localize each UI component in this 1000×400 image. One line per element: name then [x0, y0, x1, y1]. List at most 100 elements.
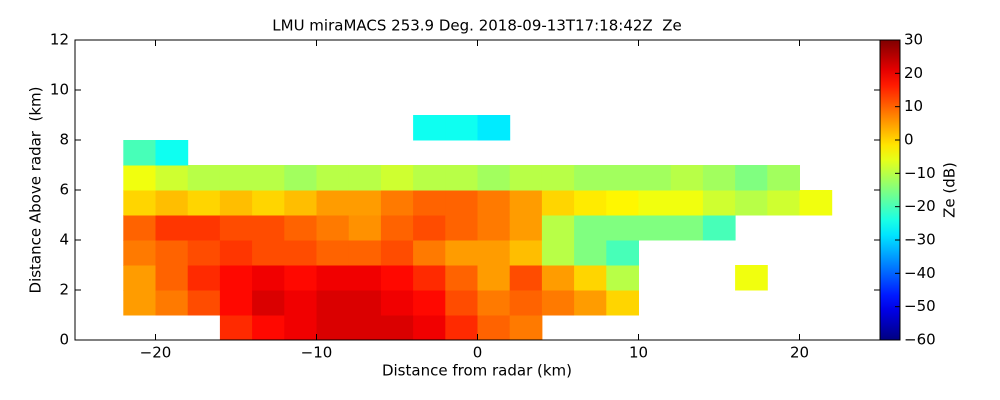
heat-cell — [123, 165, 156, 191]
heat-cell — [606, 240, 639, 266]
x-axis-label: Distance from radar (km) — [382, 362, 572, 380]
heat-cell — [348, 215, 382, 241]
heat-cell — [316, 190, 350, 216]
heat-cell — [187, 215, 221, 241]
heat-cell — [509, 290, 543, 316]
chart-title: LMU miraMACS 253.9 Deg. 2018-09-13T17:18… — [272, 17, 681, 35]
heat-cell — [380, 315, 414, 341]
heat-cell — [413, 240, 446, 266]
heat-cell — [187, 240, 221, 266]
x-tick-label: −20 — [140, 344, 172, 362]
heat-cell — [348, 315, 382, 341]
heat-cell — [574, 240, 607, 266]
heat-cell — [413, 265, 446, 291]
heat-cell — [284, 265, 317, 291]
heat-cell — [252, 265, 285, 291]
heat-cell — [638, 165, 672, 191]
heat-cell — [316, 165, 350, 191]
heat-cell — [316, 215, 350, 241]
heat-cell — [155, 240, 189, 266]
y-tick-label: 10 — [50, 81, 69, 99]
y-axis-label: Distance Above radar (km) — [27, 87, 45, 294]
colorbar-tick-label: 20 — [904, 64, 923, 82]
heat-cell — [348, 190, 382, 216]
heat-cell — [187, 165, 221, 191]
y-tick-label: 6 — [59, 181, 69, 199]
heat-cell — [477, 215, 511, 241]
heat-cell — [155, 290, 189, 316]
heat-cell — [445, 215, 478, 241]
heat-cell — [219, 215, 253, 241]
heat-cell — [477, 290, 511, 316]
heat-cell — [219, 290, 253, 316]
y-tick-label: 8 — [59, 131, 69, 149]
heat-cell — [541, 190, 575, 216]
heat-cell — [187, 190, 221, 216]
heat-cell — [348, 240, 382, 266]
heat-cell — [284, 240, 317, 266]
heat-cell — [123, 215, 156, 241]
heat-cell — [413, 190, 446, 216]
heat-cell — [606, 290, 639, 316]
heat-cell — [638, 215, 672, 241]
heat-cell — [445, 315, 478, 341]
heat-cell — [413, 315, 446, 341]
colorbar-label: Ze (dB) — [941, 162, 959, 218]
heat-cell — [284, 215, 317, 241]
heat-cell — [509, 265, 543, 291]
heat-cell — [509, 190, 543, 216]
heat-cell — [767, 165, 800, 191]
heat-cell — [380, 165, 414, 191]
heat-cell — [509, 215, 543, 241]
x-tick-label: 10 — [629, 344, 648, 362]
heat-cell — [445, 290, 478, 316]
heat-cell — [348, 265, 382, 291]
heat-cell — [670, 190, 704, 216]
heat-cell — [155, 215, 189, 241]
heat-cell — [252, 190, 285, 216]
heat-cell — [123, 290, 156, 316]
colorbar — [879, 39, 901, 341]
heat-cell — [638, 190, 672, 216]
heat-cell — [799, 190, 833, 216]
heat-cell — [380, 190, 414, 216]
heat-cell — [413, 115, 446, 141]
heat-cell — [316, 240, 350, 266]
y-tick-label: 4 — [59, 231, 69, 249]
y-tick-label: 2 — [59, 281, 69, 299]
heat-cell — [606, 165, 639, 191]
heat-cell — [252, 165, 285, 191]
heat-cell — [284, 190, 317, 216]
heat-cell — [380, 215, 414, 241]
colorbar-tick-label: −30 — [904, 231, 936, 249]
colorbar-tick-label: 10 — [904, 97, 923, 115]
heat-cell — [445, 190, 478, 216]
heat-cell — [574, 215, 607, 241]
heat-cell — [219, 190, 253, 216]
heat-cell — [735, 190, 768, 216]
heat-cell — [702, 190, 736, 216]
heat-cell — [445, 115, 478, 141]
heat-cell — [123, 240, 156, 266]
heat-cell — [541, 215, 575, 241]
heat-cell — [541, 265, 575, 291]
heat-cell — [380, 290, 414, 316]
heat-cell — [187, 265, 221, 291]
heat-cell — [252, 315, 285, 341]
heat-cell — [702, 215, 736, 241]
heat-cell — [509, 315, 543, 341]
heat-cell — [574, 265, 607, 291]
heat-cell — [123, 265, 156, 291]
heat-cell — [284, 165, 317, 191]
heat-cell — [541, 290, 575, 316]
heat-cell — [477, 165, 511, 191]
heat-cell — [252, 290, 285, 316]
heat-cell — [445, 265, 478, 291]
heat-cell — [123, 190, 156, 216]
y-tick-label: 12 — [50, 31, 69, 49]
heat-cell — [574, 190, 607, 216]
heat-cell — [541, 165, 575, 191]
x-tick-label: 20 — [790, 344, 809, 362]
heat-cell — [219, 265, 253, 291]
heat-cell — [413, 215, 446, 241]
